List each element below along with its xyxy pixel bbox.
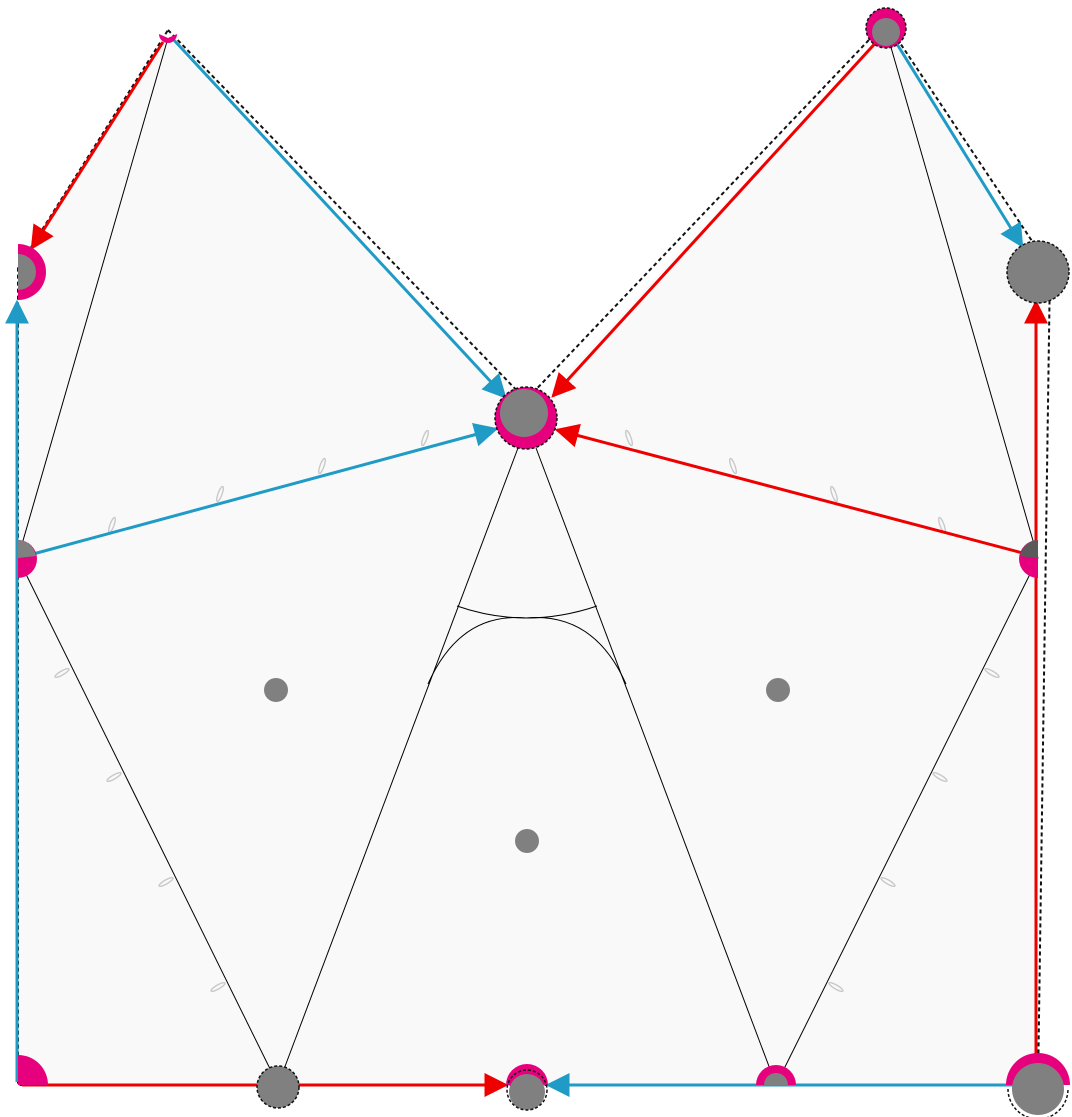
tick-mark (54, 667, 70, 679)
tick-mark (317, 457, 327, 475)
angle-marker (159, 34, 177, 43)
tick-mark (210, 981, 226, 993)
tick-mark (420, 429, 430, 447)
mesh-face-region (18, 30, 1038, 1085)
tick-marks (54, 429, 1000, 993)
tick-mark (880, 876, 896, 888)
curved-edge-lower (427, 617, 627, 685)
face-centroid-center (515, 829, 539, 853)
vertex (872, 18, 900, 46)
blue-arrow (890, 35, 1024, 249)
vertex (18, 540, 36, 558)
face-centroid-left (264, 678, 288, 702)
tick-mark (932, 771, 948, 783)
vertex-dashed-ring (256, 1065, 300, 1109)
vertices (18, 7, 1070, 1117)
vertex (1020, 540, 1038, 558)
vertex (1007, 241, 1069, 303)
tick-mark (215, 485, 225, 503)
tick-mark (829, 485, 839, 503)
blue-arrow (21, 423, 499, 559)
angle-marker (18, 1055, 48, 1085)
vertex (500, 389, 548, 437)
vertex (764, 1073, 788, 1085)
blue-half-edges (4, 35, 1030, 1097)
vertex (257, 1066, 299, 1108)
mesh-edge (17, 557, 279, 1086)
blue-arrow (170, 36, 507, 399)
mesh-edge (535, 447, 777, 1086)
vertex (509, 1074, 545, 1110)
face-centroid-right (766, 678, 790, 702)
vertex (18, 254, 36, 290)
vertex (1012, 1063, 1064, 1115)
red-arrow (30, 41, 165, 251)
mesh-edge (277, 447, 519, 1086)
mesh-edges (17, 29, 1039, 1086)
red-arrow (554, 423, 1035, 558)
mesh-edge (775, 557, 1039, 1086)
mesh-edge (17, 37, 169, 559)
tick-mark (728, 457, 738, 475)
vertex-dashed-ring (1007, 1088, 1069, 1117)
tick-mark (828, 981, 844, 993)
tick-mark (106, 771, 122, 783)
vertex-dashed-ring (1006, 240, 1070, 304)
mesh-edge (885, 29, 1039, 559)
tick-mark (158, 876, 174, 888)
vertex-dashed-ring (494, 386, 558, 450)
vertex-dashed-ring (506, 1069, 548, 1111)
centroids (264, 678, 790, 853)
tick-mark (984, 667, 1000, 679)
vertex-dashed-ring (865, 7, 907, 49)
red-arrow (551, 36, 882, 398)
tick-mark (624, 429, 634, 447)
